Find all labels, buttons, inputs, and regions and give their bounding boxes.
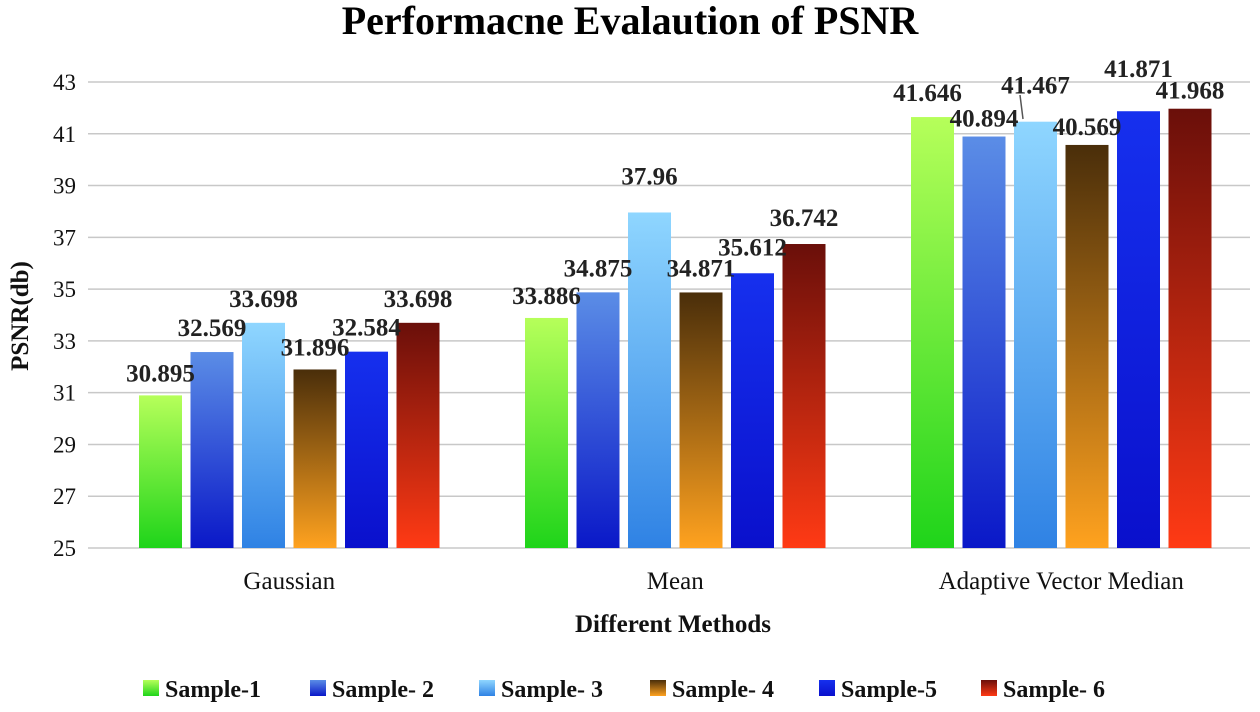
x-category-label: Mean <box>647 568 704 595</box>
x-axis-categories: Gaussian Mean Adaptive Vector Median <box>243 568 1184 595</box>
y-tick-label: 29 <box>53 432 76 457</box>
legend-label-1: Sample- 2 <box>332 677 434 703</box>
data-label: 34.875 <box>564 255 633 282</box>
y-tick-label: 37 <box>53 225 76 250</box>
y-tick-label: 43 <box>53 70 76 95</box>
legend-swatch-4 <box>819 680 835 696</box>
data-label: 33.698 <box>229 286 298 313</box>
y-tick-label: 33 <box>53 329 76 354</box>
bars <box>139 108 1212 549</box>
legend-swatch-1 <box>310 680 326 696</box>
y-tick-label: 39 <box>53 174 76 199</box>
x-axis-label: Different Methods <box>575 611 771 638</box>
data-label: 37.96 <box>621 163 677 190</box>
legend-label-2: Sample- 3 <box>501 677 603 703</box>
bar-2-0 <box>911 117 954 548</box>
bar-0-1 <box>190 352 234 548</box>
data-label: 33.698 <box>384 286 453 313</box>
bar-1-4 <box>731 273 774 548</box>
x-category-label: Gaussian <box>243 568 335 595</box>
data-label: 40.894 <box>950 106 1019 133</box>
bar-2-1 <box>962 136 1006 548</box>
y-axis-label: PSNR(db) <box>7 261 34 371</box>
bar-1-0 <box>525 317 568 548</box>
bar-0-5 <box>396 322 440 548</box>
data-label: 40.569 <box>1053 114 1122 141</box>
bar-1-2 <box>628 212 671 549</box>
y-axis-ticks: 25 27 29 31 33 35 37 39 41 43 <box>53 70 76 561</box>
y-tick-label: 41 <box>53 122 76 147</box>
x-category-label: Adaptive Vector Median <box>939 568 1185 595</box>
bar-2-5 <box>1168 108 1212 548</box>
legend-label-3: Sample- 4 <box>672 677 774 703</box>
legend-swatch-3 <box>650 680 666 696</box>
bar-0-3 <box>293 369 337 548</box>
legend-label-0: Sample-1 <box>165 677 261 703</box>
bar-0-0 <box>139 395 182 548</box>
bar-0-2 <box>242 322 285 548</box>
chart-title: Performacne Evalaution of PSNR <box>342 0 920 43</box>
y-tick-label: 35 <box>53 277 76 302</box>
data-label: 30.895 <box>126 360 195 387</box>
legend: Sample-1 Sample- 2 Sample- 3 Sample- 4 Sampl… <box>143 677 1105 703</box>
data-label: 35.612 <box>718 234 787 261</box>
data-label: 41.968 <box>1156 78 1225 105</box>
data-label: 34.871 <box>667 255 736 282</box>
y-tick-label: 25 <box>53 536 76 561</box>
data-label: 41.646 <box>893 80 962 107</box>
legend-label-4: Sample-5 <box>841 677 937 703</box>
legend-swatch-5 <box>981 680 997 696</box>
bar-1-5 <box>782 244 826 548</box>
bar-2-4 <box>1117 111 1160 549</box>
y-tick-label: 27 <box>53 484 76 509</box>
data-label: 32.569 <box>178 315 247 342</box>
data-label: 41.467 <box>1001 73 1070 100</box>
y-tick-label: 31 <box>53 381 76 406</box>
bar-1-1 <box>576 292 620 548</box>
label-leader-line <box>1019 94 1024 120</box>
data-label: 41.871 <box>1104 56 1173 83</box>
bar-1-3 <box>679 292 723 548</box>
bar-2-3 <box>1065 144 1109 548</box>
legend-swatch-0 <box>143 680 159 696</box>
legend-label-5: Sample- 6 <box>1003 677 1105 703</box>
data-label: 36.742 <box>770 205 839 232</box>
legend-swatch-2 <box>479 680 495 696</box>
data-label: 32.584 <box>332 315 401 342</box>
bar-0-4 <box>345 351 388 548</box>
bar-2-2 <box>1014 121 1057 548</box>
data-label: 33.886 <box>512 283 581 310</box>
data-label: 31.896 <box>281 334 350 361</box>
